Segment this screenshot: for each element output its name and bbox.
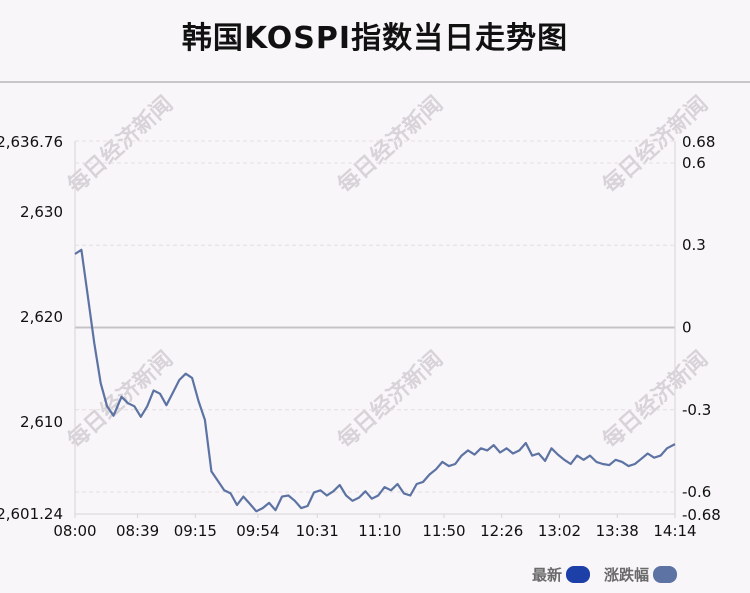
- left-tick-label: 2,636.76: [0, 133, 63, 151]
- left-tick-label: 2,620: [20, 308, 63, 326]
- x-tick-label: 12:26: [480, 522, 523, 540]
- legend-swatch-change: [653, 565, 678, 583]
- x-tick-label: 11:50: [422, 522, 465, 540]
- right-tick-label: 0.3: [682, 236, 706, 254]
- right-axis-ticks: 0.68 0.6 0.3 0 -0.3 -0.6 -0.68: [682, 133, 721, 524]
- x-axis-ticks: 08:00 08:39 09:15 09:54 10:31 11:10 11:50 12:26…: [53, 514, 697, 540]
- axes: [74, 141, 676, 515]
- legend: 最新 涨跌幅: [532, 563, 691, 585]
- legend-label-latest: 最新: [532, 565, 563, 584]
- watermark-text: 每日经济新闻: [333, 346, 449, 454]
- x-tick-label: 10:31: [296, 522, 339, 540]
- legend-swatch-latest: [566, 565, 591, 583]
- title-divider: [0, 81, 750, 83]
- x-tick-label: 08:39: [116, 522, 159, 540]
- watermark-text: 每日经济新闻: [333, 91, 449, 199]
- right-tick-label: 0.6: [682, 154, 706, 172]
- x-tick-label: 13:02: [538, 522, 581, 540]
- legend-item-latest[interactable]: 最新: [532, 564, 591, 585]
- x-tick-label: 09:15: [174, 522, 217, 540]
- x-tick-label: 11:10: [358, 522, 401, 540]
- right-tick-label: 0: [682, 319, 692, 337]
- x-tick-label: 14:14: [653, 522, 696, 540]
- right-tick-label: 0.68: [682, 133, 715, 151]
- series-line: [74, 248, 676, 513]
- left-tick-label: 2,601.24: [0, 505, 63, 523]
- left-axis-ticks: 2,636.76 2,630 2,620 2,610 2,601.24: [0, 133, 63, 523]
- left-tick-label: 2,630: [20, 203, 63, 221]
- x-tick-label: 08:00: [53, 522, 96, 540]
- right-tick-label: -0.6: [682, 483, 711, 501]
- right-tick-label: -0.68: [682, 506, 721, 524]
- x-tick-label: 13:38: [596, 522, 639, 540]
- legend-item-change[interactable]: 涨跌幅: [604, 564, 678, 585]
- x-tick-label: 09:54: [236, 522, 279, 540]
- right-tick-label: -0.3: [682, 401, 711, 419]
- chart-title: 韩国KOSPI指数当日走势图: [181, 21, 569, 56]
- legend-label-change: 涨跌幅: [604, 565, 650, 584]
- watermark-text: 每日经济新闻: [63, 91, 179, 199]
- left-tick-label: 2,610: [20, 413, 63, 431]
